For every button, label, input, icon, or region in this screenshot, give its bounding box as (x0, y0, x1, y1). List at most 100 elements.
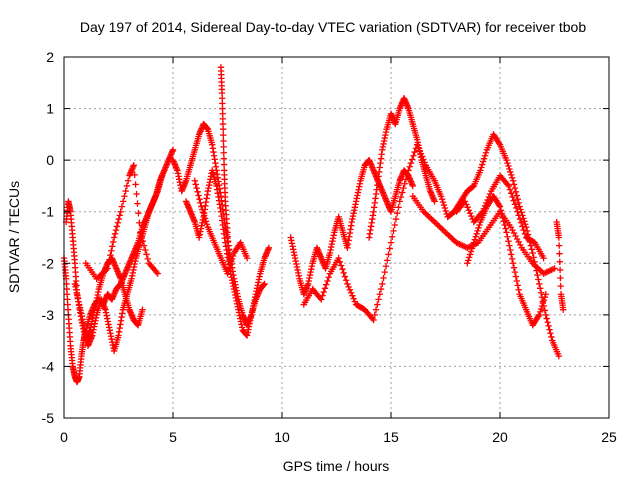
data-point (372, 306, 380, 313)
data-point (439, 198, 447, 206)
data-point (555, 234, 563, 241)
data-point (466, 251, 474, 258)
x-tick-label: 0 (60, 429, 68, 445)
data-point (504, 233, 511, 240)
data-point (540, 296, 548, 304)
data-point (514, 282, 521, 289)
data-point (345, 283, 352, 291)
data-point (124, 177, 132, 184)
data-point (375, 296, 382, 303)
data-point (319, 292, 326, 299)
data-point (426, 214, 434, 221)
data-point (505, 237, 512, 245)
data-point (538, 302, 546, 310)
data-point (506, 165, 513, 173)
data-point (466, 209, 474, 217)
data-point (478, 209, 485, 217)
data-point (480, 205, 488, 212)
data-point (220, 143, 227, 151)
data-point (509, 226, 516, 234)
data-point (336, 258, 344, 266)
data-point (344, 280, 351, 288)
data-point (119, 198, 127, 205)
data-point (439, 226, 446, 233)
data-point (534, 271, 541, 279)
data-point (509, 193, 516, 201)
data-point (479, 161, 486, 168)
data-point (530, 254, 537, 261)
data-point (557, 282, 564, 290)
data-point (431, 198, 438, 205)
data-point (134, 200, 141, 207)
data-point (131, 171, 138, 179)
data-point (543, 315, 550, 322)
data-point (225, 267, 232, 274)
data-point (385, 251, 392, 258)
data-point (199, 206, 206, 213)
data-point (468, 212, 475, 220)
x-tick-label: 5 (169, 429, 177, 445)
data-point (321, 285, 329, 292)
data-point (542, 311, 549, 319)
data-point (158, 172, 166, 179)
data-point (511, 184, 519, 192)
data-point (436, 223, 443, 230)
data-point (510, 197, 517, 204)
data-point (520, 226, 527, 234)
y-tick-label: 1 (46, 101, 54, 117)
data-point (556, 266, 564, 274)
data-point (555, 352, 563, 360)
data-point (546, 326, 553, 333)
data-point (195, 192, 202, 199)
data-point (340, 269, 347, 277)
data-point (519, 223, 526, 230)
x-tick-label: 15 (383, 429, 399, 445)
data-points (60, 64, 567, 386)
data-point (220, 149, 227, 156)
data-point (371, 311, 379, 319)
data-point (475, 224, 482, 232)
data-point (136, 219, 143, 226)
data-point (505, 182, 512, 190)
data-point (486, 190, 494, 198)
data-point (495, 139, 503, 147)
data-point (510, 229, 518, 237)
data-point (536, 308, 544, 316)
data-point (410, 152, 417, 159)
data-point (432, 220, 440, 227)
data-point (497, 207, 505, 214)
data-point (503, 156, 510, 164)
data-point (485, 193, 492, 201)
data-point (220, 137, 227, 145)
series-trace-h (191, 177, 251, 277)
data-point (496, 203, 504, 210)
data-point (437, 193, 445, 200)
data-point (469, 242, 477, 249)
data-point (197, 199, 204, 207)
data-point (117, 208, 124, 215)
data-point (397, 193, 405, 201)
data-point (403, 171, 411, 179)
data-point (500, 218, 507, 225)
data-point (521, 218, 528, 225)
data-point (478, 164, 485, 171)
data-point (116, 212, 123, 219)
data-point (133, 190, 140, 198)
data-point (514, 195, 521, 203)
data-point (531, 258, 538, 266)
data-point (390, 227, 397, 235)
data-point (515, 199, 522, 207)
data-point (122, 187, 129, 195)
data-point (229, 252, 237, 260)
data-point (411, 148, 418, 156)
data-point (510, 264, 518, 271)
data-point (106, 256, 113, 263)
series-trace-d (82, 162, 161, 282)
data-point (514, 208, 521, 215)
data-point (201, 215, 209, 222)
data-point (324, 277, 331, 285)
data-point (396, 198, 403, 205)
data-point (529, 249, 536, 257)
data-point (513, 235, 521, 243)
x-tick-labels: 0 5 10 15 20 25 (60, 429, 617, 445)
